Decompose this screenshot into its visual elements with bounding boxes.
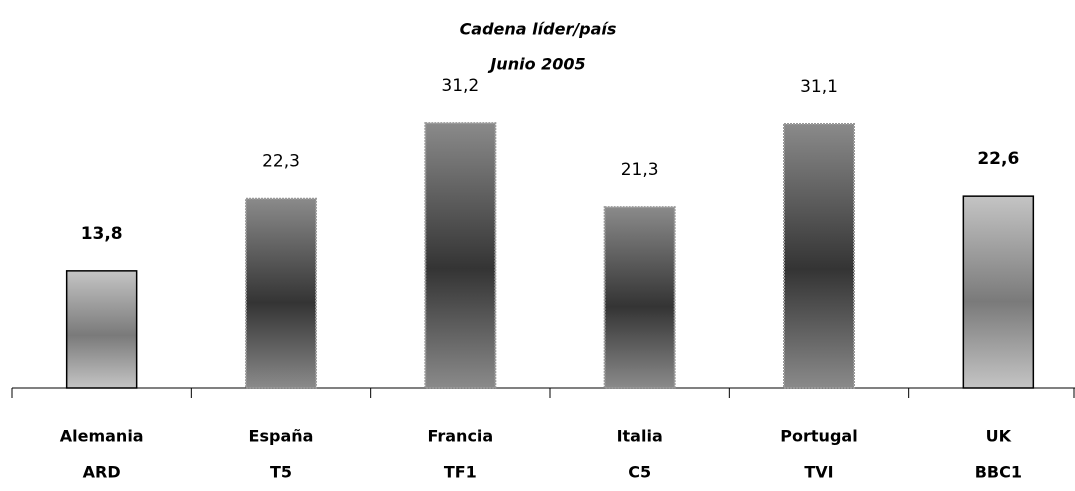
- x-tick-label: TF1: [444, 463, 477, 482]
- value-label: 21,3: [621, 160, 659, 180]
- x-tick-label: BBC1: [975, 463, 1022, 482]
- x-tick-label: TVI: [804, 463, 833, 482]
- value-label: 31,1: [800, 77, 838, 97]
- x-tick-label: Italia: [617, 427, 663, 446]
- bar: [783, 122, 855, 390]
- bar: [245, 197, 317, 389]
- x-tick-label: C5: [628, 463, 651, 482]
- x-tick-label: Portugal: [780, 427, 857, 446]
- x-tick-label: T5: [270, 463, 292, 482]
- x-tick-label: Alemania: [60, 427, 144, 446]
- chart-subtitle: Junio 2005: [487, 55, 585, 74]
- value-label: 31,2: [441, 76, 479, 96]
- x-tick-label: UK: [986, 427, 1012, 446]
- bar: [962, 195, 1035, 389]
- bar: [65, 270, 138, 389]
- value-label: 13,8: [81, 224, 123, 244]
- value-label: 22,6: [977, 149, 1019, 169]
- x-tick-label: Francia: [427, 427, 493, 446]
- bar: [603, 206, 676, 389]
- bar: [424, 122, 497, 389]
- chart-title: Cadena líder/país: [460, 20, 617, 39]
- x-tick-label: España: [249, 427, 314, 446]
- value-label: 22,3: [262, 152, 300, 172]
- x-tick-label: ARD: [83, 463, 121, 482]
